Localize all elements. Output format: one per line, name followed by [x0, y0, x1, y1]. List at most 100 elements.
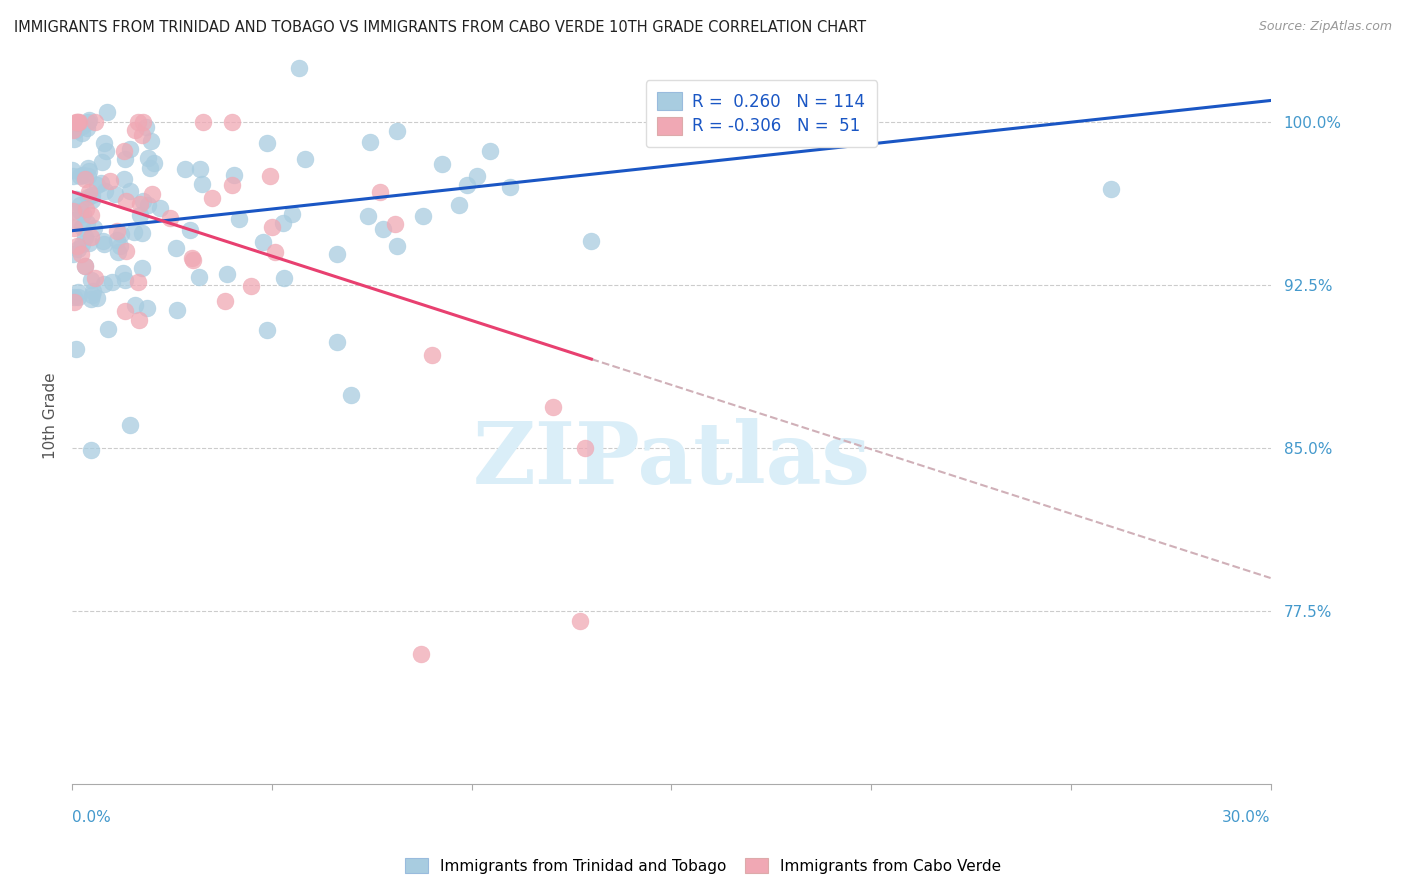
Point [273, 216, 295, 230]
Point [120, 417, 142, 432]
Point [120, 142, 142, 156]
Point [65, 123, 87, 137]
Text: 30.0%: 30.0% [1222, 810, 1271, 825]
Point [135, 120, 157, 134]
Point [69, 197, 91, 211]
Point [82, 187, 104, 202]
Point [62, 123, 84, 137]
Point [65, 342, 87, 356]
Point [479, 144, 502, 158]
Point [127, 275, 149, 289]
Point [80, 194, 103, 208]
Point [76, 120, 98, 135]
Point [67, 115, 90, 129]
Point [139, 134, 162, 148]
Point [384, 217, 406, 231]
Point [260, 219, 283, 234]
Point [201, 191, 224, 205]
Point [77, 190, 100, 204]
Point [77, 163, 100, 178]
Point [139, 161, 162, 175]
Point [432, 157, 454, 171]
Point [100, 275, 122, 289]
Point [62, 204, 84, 219]
Point [63, 213, 86, 227]
Point [294, 152, 316, 166]
Point [131, 128, 153, 142]
Point [499, 180, 522, 194]
Point [90, 177, 112, 191]
Point [136, 198, 159, 212]
Point [411, 647, 433, 661]
Point [114, 152, 136, 166]
Point [214, 294, 236, 309]
Point [166, 303, 188, 318]
Point [82, 284, 104, 298]
Point [132, 115, 155, 129]
Point [75, 259, 97, 273]
Point [66, 290, 89, 304]
Point [63, 290, 86, 304]
Point [568, 615, 591, 629]
Point [60, 162, 83, 177]
Point [420, 348, 443, 362]
Point [114, 304, 136, 318]
Point [62, 247, 84, 261]
Point [86, 291, 108, 305]
Point [325, 335, 347, 350]
Point [112, 266, 135, 280]
Legend: R =  0.260   N = 114, R = -0.306   N =  51: R = 0.260 N = 114, R = -0.306 N = 51 [645, 80, 877, 147]
Point [131, 261, 153, 276]
Point [63, 221, 86, 235]
Point [114, 272, 136, 286]
Point [1099, 182, 1122, 196]
Point [84, 271, 107, 285]
Point [187, 270, 209, 285]
Point [124, 123, 146, 137]
Point [124, 298, 146, 312]
Point [70, 126, 93, 140]
Point [447, 198, 470, 212]
Point [215, 267, 238, 281]
Point [77, 169, 100, 183]
Point [80, 230, 103, 244]
Point [385, 124, 408, 138]
Point [581, 234, 603, 248]
Point [368, 185, 391, 199]
Point [63, 295, 86, 310]
Point [256, 136, 278, 150]
Point [193, 115, 215, 129]
Point [112, 144, 135, 158]
Point [159, 211, 181, 225]
Point [110, 227, 132, 241]
Point [105, 224, 128, 238]
Point [190, 161, 212, 176]
Point [129, 208, 152, 222]
Point [75, 172, 97, 186]
Point [259, 169, 281, 183]
Point [69, 203, 91, 218]
Point [108, 239, 131, 253]
Point [173, 162, 195, 177]
Point [79, 293, 101, 307]
Point [77, 236, 100, 251]
Point [80, 442, 103, 457]
Point [80, 207, 103, 221]
Point [72, 207, 94, 221]
Point [104, 187, 127, 202]
Point [273, 271, 295, 285]
Point [181, 253, 204, 268]
Point [467, 169, 489, 183]
Point [127, 115, 149, 129]
Point [65, 115, 87, 129]
Point [84, 115, 107, 129]
Point [135, 301, 157, 316]
Y-axis label: 10th Grade: 10th Grade [44, 372, 58, 458]
Point [179, 223, 201, 237]
Point [131, 227, 153, 241]
Point [94, 145, 117, 159]
Point [65, 192, 87, 206]
Point [239, 278, 262, 293]
Point [75, 202, 97, 217]
Point [73, 229, 96, 244]
